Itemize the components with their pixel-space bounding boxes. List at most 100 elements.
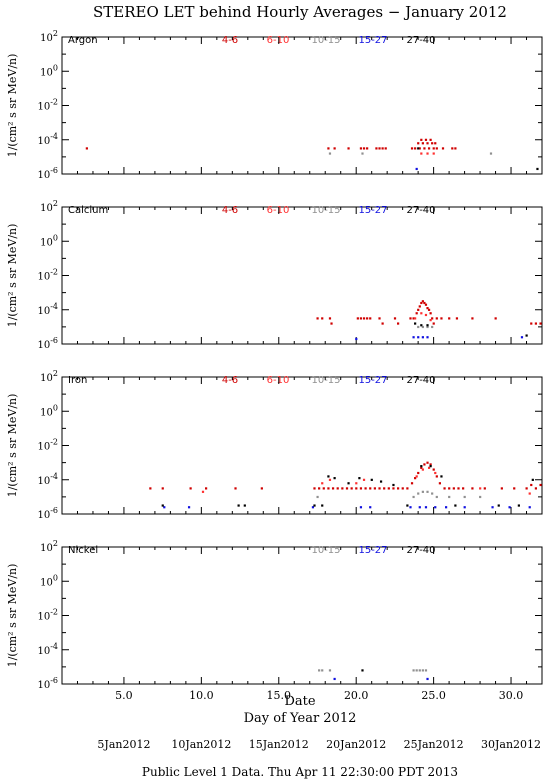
data-point [483,487,486,490]
plot-frame [61,546,543,685]
data-point [341,487,344,490]
data-point [423,463,426,466]
data-point [441,147,445,150]
data-point [410,147,414,150]
data-point [321,317,324,320]
date-label: 10Jan2012 [171,738,231,751]
data-point [463,495,466,499]
y-axis-label: 1/(cm² s sr MeV/n) [6,564,19,668]
legend-entry: 10-15 [311,375,340,386]
plot-frame [61,206,543,345]
x-axis-label-top: Date [284,694,315,709]
data-point [427,308,431,311]
data-point [420,138,423,141]
data-point [517,504,520,507]
data-point [328,669,332,672]
data-point [321,504,324,507]
data-point [418,669,421,672]
data-point [359,506,363,509]
y-tick-label: 100 [40,403,58,418]
y-axis-label: 1/(cm² s sr MeV/n) [6,54,19,158]
series-10-15 [316,490,482,499]
data-point [414,147,417,150]
x-tick-label: 10.0 [189,689,214,702]
data-point [438,482,442,485]
data-point [361,669,364,672]
legend-entry: 6-10 [267,205,290,216]
data-point [331,487,335,490]
data-point [381,147,384,150]
data-point [431,142,434,145]
panel-title: Iron [68,375,87,386]
data-point [426,461,429,464]
data-point [373,487,376,490]
data-point [539,483,542,487]
data-point [362,147,366,150]
series-15-27 [333,677,429,681]
y-axis-label: 1/(cm² s sr MeV/n) [6,224,19,328]
date-label: 30Jan2012 [481,738,541,751]
data-point [423,301,426,305]
data-point [423,147,426,150]
y-tick-label: 100 [40,63,58,78]
data-point [448,487,451,490]
panel-title: Nickel [68,545,98,556]
data-point [355,487,358,490]
legend-entry: 6-10 [267,375,290,386]
series-27-40 [161,465,534,507]
data-point [369,506,372,509]
plot-frame [61,376,543,515]
data-point [364,487,367,490]
data-point [313,487,316,490]
y-tick-label: 10-6 [37,506,58,521]
data-point [414,322,417,325]
data-point [359,147,363,150]
legend-entry: 10-15 [311,545,340,556]
data-point [525,334,528,337]
date-label: 15Jan2012 [249,738,309,751]
legend-entry: 6-10 [267,35,290,46]
data-point [471,317,474,320]
data-point [355,482,358,485]
data-point [347,147,350,150]
y-tick-label: 10-2 [37,438,58,453]
legend-entry: 15-27 [358,545,387,556]
data-point [161,487,164,490]
data-point [359,317,363,320]
data-point [355,337,358,341]
data-point [462,487,465,490]
data-point [431,317,434,320]
data-point [418,147,421,150]
data-point [350,487,353,490]
x-tick-label: 5.0 [115,689,133,702]
data-point [451,147,454,150]
data-point [392,483,395,487]
data-point [424,138,428,141]
x-tick-label: 15.0 [267,689,292,702]
data-point [417,336,420,339]
x-axis-label: Day of Year 2012 [244,711,357,726]
data-point [417,147,420,150]
data-point [445,506,448,509]
data-point [426,307,429,310]
data-point [414,477,417,480]
y-tick-label: 10-6 [37,336,58,351]
data-point [161,504,164,507]
data-point [333,677,336,681]
data-point [379,480,383,483]
data-point [429,463,432,466]
data-point [361,152,364,155]
chart-title: STEREO LET behind Hourly Averages − Janu… [93,3,507,21]
data-point [415,167,418,171]
data-point [525,487,528,490]
panel-title: Argon [68,35,98,46]
legend-entry: 10-15 [311,35,340,46]
legend-entry: 27-40 [406,35,435,46]
data-point [417,308,420,311]
data-point [318,669,321,672]
data-point [243,504,246,507]
data-point [412,495,415,499]
data-point [435,317,438,320]
y-tick-label: 100 [40,233,58,248]
data-point [333,147,336,150]
